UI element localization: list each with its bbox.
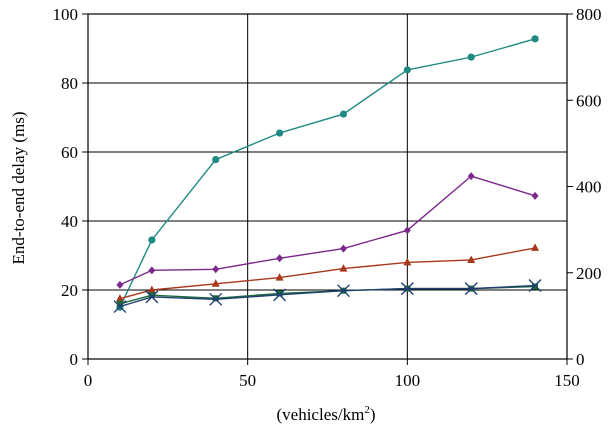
series-line: [119, 175, 536, 286]
data-point: [532, 283, 539, 290]
data-point: [148, 266, 156, 275]
x-axis-title-suffix: ): [370, 405, 376, 424]
data-point: [531, 243, 540, 251]
y-tick-label: 20: [61, 281, 78, 300]
y2-tick-label: 400: [576, 178, 602, 197]
series-2: [116, 172, 539, 289]
y-tick-label: 100: [53, 5, 79, 24]
data-point: [113, 300, 127, 314]
data-point: [464, 282, 478, 296]
data-point: [276, 290, 283, 297]
data-point: [116, 300, 123, 307]
data-point: [531, 35, 539, 43]
data-point: [336, 284, 350, 298]
data-point: [467, 172, 475, 181]
data-point: [148, 292, 155, 299]
data-point: [528, 279, 542, 293]
data-point: [147, 285, 156, 293]
data-point: [212, 265, 220, 274]
data-point: [209, 292, 223, 306]
y2-tick-label: 200: [576, 264, 602, 283]
data-point: [276, 129, 284, 137]
y-tick-label: 0: [70, 350, 79, 369]
data-point: [531, 191, 539, 200]
data-point: [148, 236, 156, 244]
series-line: [119, 247, 536, 300]
plot-frame: [87, 13, 568, 360]
x-tick-label: 0: [84, 371, 93, 390]
y-tick-label: 60: [61, 143, 78, 162]
x-tick-label: 100: [395, 371, 421, 390]
x-axis-title: (vehicles/km2): [277, 404, 376, 424]
x-axis-title-superscript: 2: [364, 404, 370, 416]
x-tick-label: 150: [554, 371, 580, 390]
series-3: [115, 243, 540, 302]
data-point: [403, 226, 411, 235]
data-point: [115, 294, 124, 302]
y2-tick-label: 800: [576, 5, 602, 24]
axes: [82, 13, 573, 365]
data-point: [339, 110, 348, 118]
data-point: [212, 155, 220, 164]
y2-tick-label: 0: [576, 350, 585, 369]
series-group: [113, 35, 542, 314]
data-point: [275, 273, 284, 281]
x-axis-title-main: (vehicles/km: [277, 405, 365, 424]
grid-lines: [88, 14, 567, 359]
tick-labels: 0 50 100 150 0 20 40 60 80 100 0 200 400 600 800: [53, 5, 602, 390]
y-tick-label: 40: [61, 212, 78, 231]
data-point: [211, 279, 220, 287]
data-point: [467, 255, 476, 263]
y-axis-title: End-to-end delay (ms): [9, 112, 28, 265]
data-point: [403, 257, 412, 266]
data-point: [339, 244, 347, 253]
data-point: [116, 280, 124, 289]
y2-tick-label: 600: [576, 91, 602, 110]
data-point: [339, 264, 348, 272]
y-tick-label: 80: [61, 74, 78, 93]
data-point: [273, 288, 287, 302]
series-5: [113, 279, 542, 314]
data-point: [212, 295, 219, 302]
data-point: [400, 282, 414, 296]
series-line: [119, 284, 536, 308]
data-point: [276, 254, 284, 263]
data-point: [403, 66, 411, 74]
data-point: [467, 53, 475, 61]
data-point: [145, 290, 159, 304]
x-tick-label: 50: [239, 371, 256, 390]
series-line: [119, 38, 536, 308]
